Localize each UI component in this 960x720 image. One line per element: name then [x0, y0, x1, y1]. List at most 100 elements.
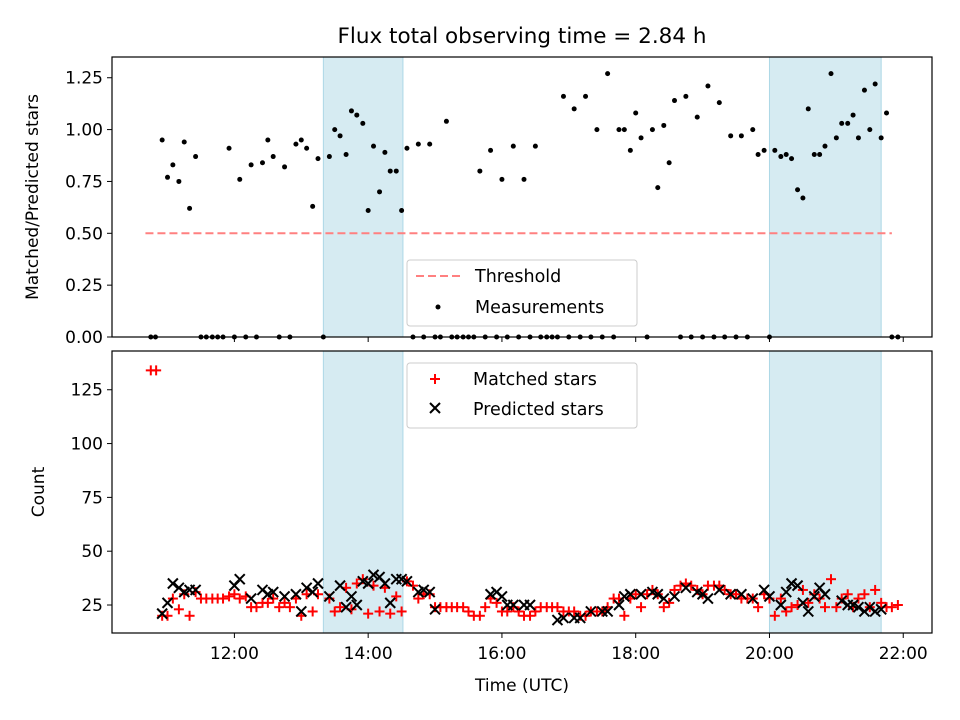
measurement-point: [839, 120, 845, 126]
matched-star-point: [781, 606, 792, 617]
predicted-star-point: [624, 588, 637, 600]
bottom-legend: Matched stars Predicted stars: [406, 362, 638, 429]
top-y-ticks: 0.00 0.25 0.50 0.75 1.00 1.25: [65, 69, 112, 348]
predicted-star-point: [735, 588, 748, 600]
bottom-x-ticks: 12:00 14:00 16:00 18:00 20:00 22:00: [210, 633, 928, 664]
measurement-point: [310, 203, 316, 209]
matched-star-point: [173, 604, 184, 615]
measurement-point: [683, 93, 689, 99]
matched-star-point: [513, 606, 524, 617]
measurement-point: [193, 154, 199, 160]
matched-star-point: [307, 606, 318, 617]
predicted-star-point: [819, 588, 831, 600]
x-tick-label: 18:00: [611, 644, 660, 664]
measurement-point: [326, 154, 332, 160]
measurement-point: [165, 174, 171, 180]
measurement-point: [728, 133, 734, 139]
measurement-point: [761, 147, 767, 153]
predicted-star-point: [379, 577, 391, 590]
top-shaded-intervals: [322, 57, 882, 337]
measurement-point: [661, 122, 667, 128]
predicted-star-point: [658, 592, 670, 605]
shaded-interval-0: [323, 57, 403, 337]
measurement-point: [371, 143, 377, 149]
measurement-point: [828, 71, 834, 77]
bottom-shaded-intervals: [322, 351, 882, 633]
top-x-ticks: [233, 337, 904, 342]
predicted-star-point: [401, 575, 413, 588]
predicted-star-point: [585, 605, 597, 618]
predicted-star-point: [234, 573, 246, 585]
shaded-interval-0: [323, 351, 403, 633]
top-legend: Threshold Measurements: [406, 259, 638, 327]
measurement-point: [488, 147, 494, 153]
measurement-point: [159, 137, 165, 143]
predicted-star-point: [323, 590, 336, 603]
matched-star-point: [859, 589, 870, 600]
predicted-star-point: [635, 588, 647, 600]
measurement-point: [265, 137, 271, 143]
predicted-star-point: [167, 577, 179, 590]
predicted-star-point: [702, 592, 714, 605]
measurement-point: [415, 141, 421, 147]
predicted-star-point: [775, 599, 787, 611]
y-tick-label: 125: [71, 381, 103, 401]
measurement-point: [170, 162, 176, 168]
top-y-axis-label: Matched/Predicted stars: [23, 94, 43, 300]
legend-predicted-label: Predicted stars: [473, 400, 604, 420]
matched-star-point: [530, 606, 541, 617]
x-tick-label: 16:00: [477, 644, 526, 664]
measurement-point: [282, 164, 288, 170]
matched-star-point: [753, 602, 764, 613]
matched-star-point: [491, 597, 502, 608]
predicted-star-point: [668, 590, 681, 603]
measurement-point: [833, 135, 839, 141]
x-axis-label: Time (UTC): [474, 676, 569, 696]
matched-star-point: [819, 602, 830, 613]
predicted-star-point: [791, 579, 804, 592]
shaded-interval-1: [769, 57, 882, 337]
matched-star-point: [329, 606, 340, 617]
matched-star-point: [636, 602, 647, 613]
predicted-star-point: [345, 590, 358, 603]
measurement-point: [772, 147, 778, 153]
bottom-y-ticks: 25 50 75 100 125: [71, 381, 112, 616]
matched-star-point: [474, 610, 485, 621]
matched-star-point: [251, 602, 262, 613]
matched-star-point: [658, 602, 669, 613]
predicted-star-point: [713, 584, 726, 596]
predicted-star-point: [384, 597, 396, 609]
measurement-point: [571, 106, 577, 112]
measurement-point: [399, 207, 405, 213]
measurement-point: [583, 93, 589, 99]
measurement-point: [795, 187, 801, 193]
predicted-star-point: [551, 614, 564, 626]
matched-star-point: [731, 589, 742, 600]
matched-star-point: [363, 608, 374, 619]
matched-star-point: [719, 584, 730, 595]
measurement-point: [181, 139, 187, 145]
measurement-point: [778, 154, 784, 160]
measurement-point: [248, 162, 254, 168]
measurement-point: [878, 135, 884, 141]
measurement-point: [293, 141, 299, 147]
predicted-star-point: [340, 601, 352, 613]
predicted-star-point: [417, 584, 430, 596]
matched-star-point: [284, 602, 295, 613]
matched-star-point: [619, 610, 630, 621]
measurement-point: [850, 112, 856, 118]
matched-star-point: [886, 602, 897, 613]
measurement-point: [750, 127, 756, 133]
measurement-point: [594, 127, 600, 133]
measurement-point: [845, 120, 851, 126]
y-tick-label: 25: [81, 596, 103, 616]
measurement-point: [861, 87, 867, 93]
matched-star-point: [870, 584, 881, 595]
measurement-point: [337, 133, 343, 139]
measurement-point: [382, 149, 388, 155]
matched-star-point: [842, 589, 853, 600]
legend-threshold-label: Threshold: [474, 267, 561, 287]
y-tick-label: 1.00: [65, 121, 103, 141]
legend-matched-label: Matched stars: [473, 370, 597, 390]
